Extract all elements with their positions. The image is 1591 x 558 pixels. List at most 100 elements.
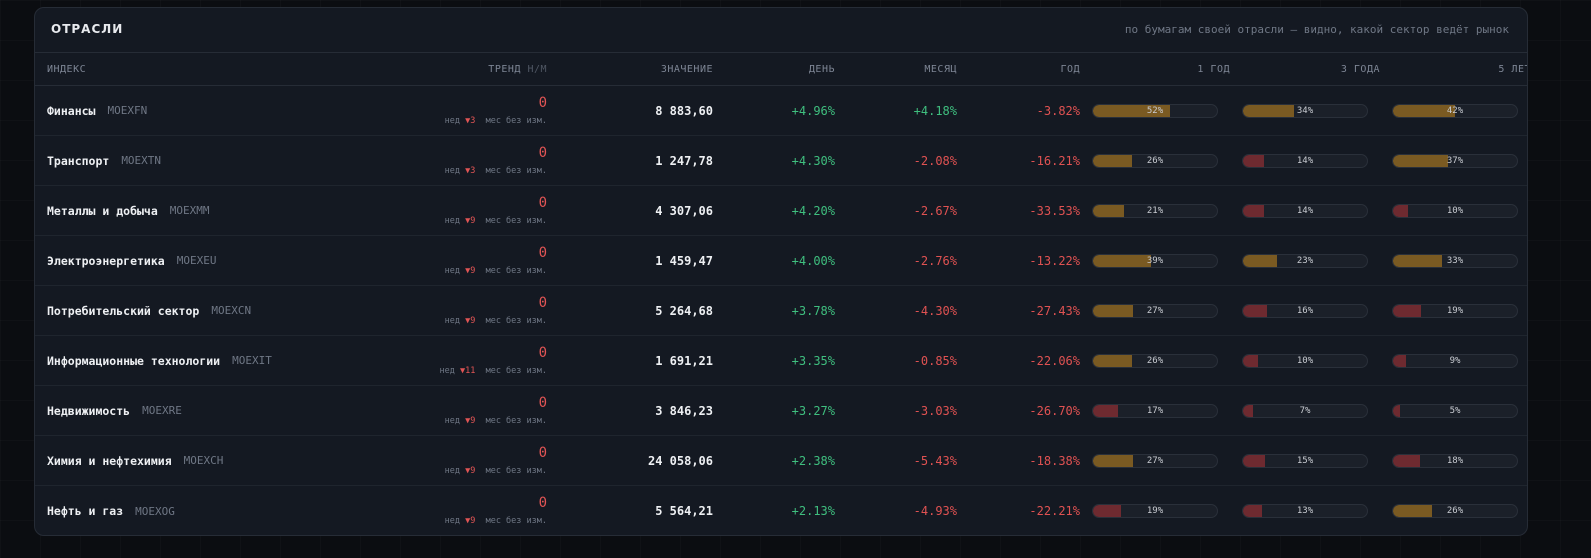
table-row[interactable]: Информационные технологии MOEXIT 0 нед ▼… — [35, 336, 1527, 386]
table-row[interactable]: Металлы и добыча MOEXMM 0 нед ▼9 мес без… — [35, 186, 1527, 236]
bar-5y: 9% — [1380, 353, 1527, 368]
table-row[interactable]: Электроэнергетика MOEXEU 0 нед ▼9 мес бе… — [35, 236, 1527, 286]
trend-detail: нед ▼9 мес без изм. — [444, 315, 547, 326]
month-change: -5.43% — [913, 453, 957, 468]
day-change: +3.35% — [791, 353, 835, 368]
header-1y[interactable]: 1 ГОД — [1197, 63, 1230, 75]
header-month[interactable]: МЕСЯЦ — [924, 63, 957, 75]
year-change: -18.38% — [1029, 453, 1080, 468]
day-change: +4.30% — [791, 153, 835, 168]
index-ticker: MOEXTN — [121, 154, 162, 167]
trend-cell: 0 нед ▼9 мес без изм. — [437, 496, 547, 526]
index-name: Транспорт — [47, 153, 110, 168]
index-name: Нефть и газ — [47, 504, 124, 518]
trend-value: 0 — [538, 344, 547, 361]
year-change: -22.21% — [1029, 504, 1080, 518]
bar-5y: 42% — [1380, 103, 1527, 118]
header-day[interactable]: ДЕНЬ — [808, 63, 835, 75]
year-change: -33.53% — [1029, 203, 1080, 218]
trend-cell: 0 нед ▼9 мес без изм. — [437, 296, 547, 326]
index-ticker: MOEXFN — [107, 104, 148, 117]
trend-detail: нед ▼9 мес без изм. — [444, 516, 547, 527]
trend-cell: 0 нед ▼9 мес без изм. — [437, 196, 547, 226]
bar-3y: 14% — [1230, 203, 1380, 218]
day-change: +2.38% — [791, 453, 835, 468]
header-3y[interactable]: 3 ГОДА — [1340, 63, 1380, 75]
year-change: -27.43% — [1029, 303, 1080, 318]
trend-cell: 0 нед ▼9 мес без изм. — [437, 396, 547, 426]
index-name: Информационные технологии — [47, 353, 221, 368]
bar-3y: 15% — [1230, 453, 1380, 468]
index-ticker: MOEXIT — [232, 354, 272, 367]
year-change: -3.82% — [1036, 103, 1080, 118]
trend-value: 0 — [538, 144, 547, 161]
bar-1y: 26% — [1080, 153, 1230, 168]
trend-detail: нед ▼9 мес без изм. — [444, 465, 547, 476]
bar-1y: 39% — [1080, 253, 1230, 268]
bar-1y: 17% — [1080, 403, 1230, 418]
trend-detail: нед ▼11 мес без изм. — [439, 365, 547, 376]
index-cell: Нефть и газ MOEXOG — [47, 504, 437, 518]
month-change: -4.30% — [913, 303, 957, 318]
trend-value: 0 — [538, 394, 547, 411]
bar-5y: 10% — [1380, 203, 1527, 218]
day-change: +3.78% — [791, 303, 835, 318]
index-name: Электроэнергетика — [47, 253, 165, 268]
month-change: -0.85% — [913, 353, 957, 368]
table-row[interactable]: Потребительский сектор MOEXCN 0 нед ▼9 м… — [35, 286, 1527, 336]
index-value: 8 883,60 — [655, 103, 713, 118]
bar-5y: 26% — [1380, 504, 1527, 518]
day-change: +3.27% — [791, 403, 835, 418]
index-ticker: MOEXMM — [169, 204, 210, 217]
bar-1y: 21% — [1080, 203, 1230, 218]
trend-value: 0 — [538, 244, 547, 261]
header-trend[interactable]: ТРЕНД Н/М — [488, 63, 547, 75]
index-cell: Транспорт MOEXTN — [47, 154, 437, 168]
table-row[interactable]: Финансы MOEXFN 0 нед ▼3 мес без изм. 8 8… — [35, 86, 1527, 136]
bar-1y: 19% — [1080, 504, 1230, 518]
index-ticker: MOEXOG — [135, 504, 175, 518]
panel-note: по бумагам своей отрасли — видно, какой … — [1124, 23, 1509, 36]
panel-title: ОТРАСЛИ — [51, 22, 124, 36]
index-cell: Недвижимость MOEXRE — [47, 404, 437, 418]
trend-cell: 0 нед ▼3 мес без изм. — [437, 96, 547, 126]
trend-detail: нед ▼3 мес без изм. — [444, 165, 547, 176]
month-change: -4.93% — [913, 504, 957, 518]
index-cell: Металлы и добыча MOEXMM — [47, 204, 437, 218]
trend-value: 0 — [538, 194, 547, 211]
table-row[interactable]: Недвижимость MOEXRE 0 нед ▼9 мес без изм… — [35, 386, 1527, 436]
bar-3y: 10% — [1230, 353, 1380, 368]
index-ticker: MOEXEU — [176, 254, 217, 267]
bar-3y: 7% — [1230, 403, 1380, 418]
index-name: Химия и нефтехимия — [47, 453, 172, 468]
day-change: +2.13% — [791, 504, 835, 518]
header-index[interactable]: ИНДЕКС — [47, 63, 87, 75]
sectors-panel: ОТРАСЛИ по бумагам своей отрасли — видно… — [34, 7, 1528, 536]
table-row[interactable]: Химия и нефтехимия MOEXCH 0 нед ▼9 мес б… — [35, 436, 1527, 486]
header-5y[interactable]: 5 ЛЕТ — [1498, 63, 1528, 75]
bar-3y: 16% — [1230, 303, 1380, 318]
trend-cell: 0 нед ▼11 мес без изм. — [437, 346, 547, 376]
bar-1y: 27% — [1080, 453, 1230, 468]
bar-5y: 18% — [1380, 453, 1527, 468]
header-year[interactable]: ГОД — [1060, 63, 1080, 75]
index-value: 4 307,06 — [655, 203, 713, 218]
index-ticker: MOEXCH — [183, 454, 224, 467]
table-row[interactable]: Нефть и газ MOEXOG 0 нед ▼9 мес без изм.… — [35, 486, 1527, 535]
table-row[interactable]: Транспорт MOEXTN 0 нед ▼3 мес без изм. 1… — [35, 136, 1527, 186]
index-name: Недвижимость — [47, 403, 131, 418]
trend-value: 0 — [538, 444, 547, 461]
trend-cell: 0 нед ▼9 мес без изм. — [437, 446, 547, 476]
index-name: Финансы — [47, 103, 96, 118]
day-change: +4.00% — [791, 253, 835, 268]
trend-value: 0 — [538, 495, 547, 512]
index-cell: Электроэнергетика MOEXEU — [47, 254, 437, 268]
index-value: 1 247,78 — [655, 153, 713, 168]
trend-value: 0 — [538, 94, 547, 111]
bar-5y: 37% — [1380, 153, 1527, 168]
year-change: -22.06% — [1029, 353, 1080, 368]
index-ticker: MOEXRE — [142, 404, 182, 417]
bar-3y: 23% — [1230, 253, 1380, 268]
panel-header: ОТРАСЛИ по бумагам своей отрасли — видно… — [35, 8, 1527, 53]
header-value[interactable]: ЗНАЧЕНИЕ — [660, 63, 713, 75]
